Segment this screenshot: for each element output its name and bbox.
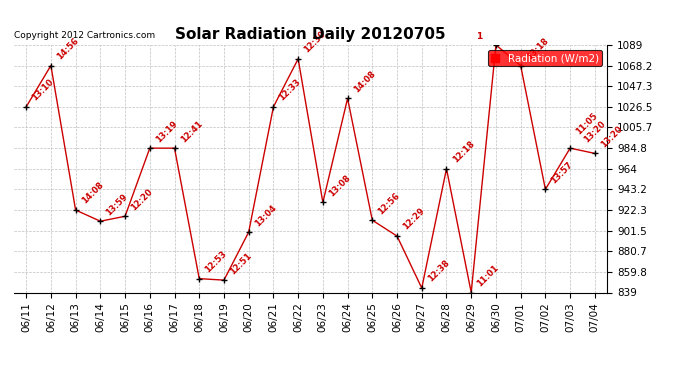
Text: 11:01: 11:01 (475, 263, 501, 288)
Text: 12:38: 12:38 (426, 259, 451, 284)
Text: 13:59: 13:59 (104, 192, 130, 217)
Text: Copyright 2012 Cartronics.com: Copyright 2012 Cartronics.com (14, 31, 155, 40)
Text: 13:10: 13:10 (30, 78, 55, 103)
Text: 12:56: 12:56 (377, 191, 402, 216)
Text: 13:57: 13:57 (549, 160, 575, 185)
Text: 13:08: 13:08 (327, 173, 352, 198)
Text: 12:20: 12:20 (129, 187, 155, 212)
Text: 12:18: 12:18 (451, 139, 476, 165)
Text: 12:30: 12:30 (302, 30, 328, 55)
Text: 12:41: 12:41 (179, 118, 204, 144)
Text: 14:08: 14:08 (80, 181, 105, 206)
Title: Solar Radiation Daily 20120705: Solar Radiation Daily 20120705 (175, 27, 446, 42)
Text: 13:20: 13:20 (599, 124, 624, 149)
Text: 13:04: 13:04 (253, 203, 278, 228)
Text: 12:51: 12:51 (228, 251, 253, 276)
Text: 12:33: 12:33 (277, 78, 303, 103)
Text: 12:29: 12:29 (401, 207, 426, 232)
Text: 14:56: 14:56 (55, 36, 81, 62)
Text: 14:08: 14:08 (352, 69, 377, 94)
Legend: Radiation (W/m2): Radiation (W/m2) (488, 50, 602, 66)
Text: 13:18: 13:18 (525, 36, 550, 62)
Text: 1: 1 (476, 32, 482, 41)
Text: 13:19: 13:19 (154, 119, 179, 144)
Text: 12:53: 12:53 (204, 249, 228, 274)
Text: 11:05
13:20: 11:05 13:20 (574, 111, 607, 144)
